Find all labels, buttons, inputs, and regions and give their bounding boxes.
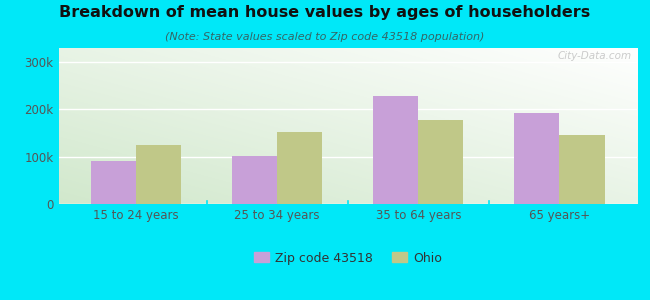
Bar — [277, 132, 322, 204]
Bar — [232, 156, 277, 204]
Bar — [514, 113, 560, 204]
Bar — [136, 146, 181, 204]
Text: (Note: State values scaled to Zip code 43518 population): (Note: State values scaled to Zip code 4… — [165, 32, 485, 41]
Bar — [560, 134, 604, 204]
Text: City-Data.com: City-Data.com — [557, 51, 631, 61]
Bar — [419, 120, 463, 204]
Bar — [91, 161, 136, 204]
Legend: Zip code 43518, Ohio: Zip code 43518, Ohio — [249, 247, 447, 269]
Text: Breakdown of mean house values by ages of householders: Breakdown of mean house values by ages o… — [59, 4, 591, 20]
Bar — [373, 96, 419, 204]
